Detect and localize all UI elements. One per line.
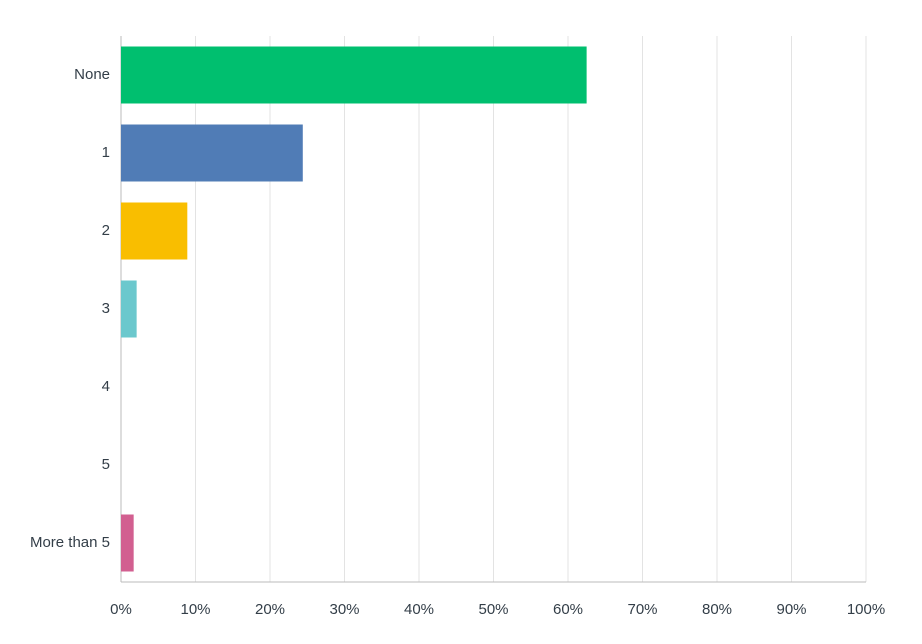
- y-tick-label: More than 5: [30, 534, 110, 551]
- bar: [121, 46, 587, 104]
- x-tick-label: 30%: [329, 601, 359, 618]
- x-tick-label: 10%: [180, 601, 210, 618]
- y-tick-label: 3: [102, 300, 110, 317]
- x-tick-label: 80%: [702, 601, 732, 618]
- bar: [121, 202, 188, 260]
- x-tick-label: 20%: [255, 601, 285, 618]
- x-tick-label: 50%: [478, 601, 508, 618]
- y-tick-label: 5: [102, 456, 110, 473]
- x-tick-label: 0%: [110, 601, 132, 618]
- x-tick-label: 100%: [847, 601, 885, 618]
- x-tick-label: 40%: [404, 601, 434, 618]
- y-tick-label: 2: [102, 222, 110, 239]
- bar: [121, 280, 137, 338]
- y-tick-label: 4: [102, 378, 110, 395]
- y-tick-label: None: [74, 66, 110, 83]
- y-tick-label: 1: [102, 144, 110, 161]
- x-tick-label: 60%: [553, 601, 583, 618]
- x-tick-label: 70%: [627, 601, 657, 618]
- bar: [121, 124, 303, 182]
- x-tick-label: 90%: [776, 601, 806, 618]
- bar: [121, 514, 134, 572]
